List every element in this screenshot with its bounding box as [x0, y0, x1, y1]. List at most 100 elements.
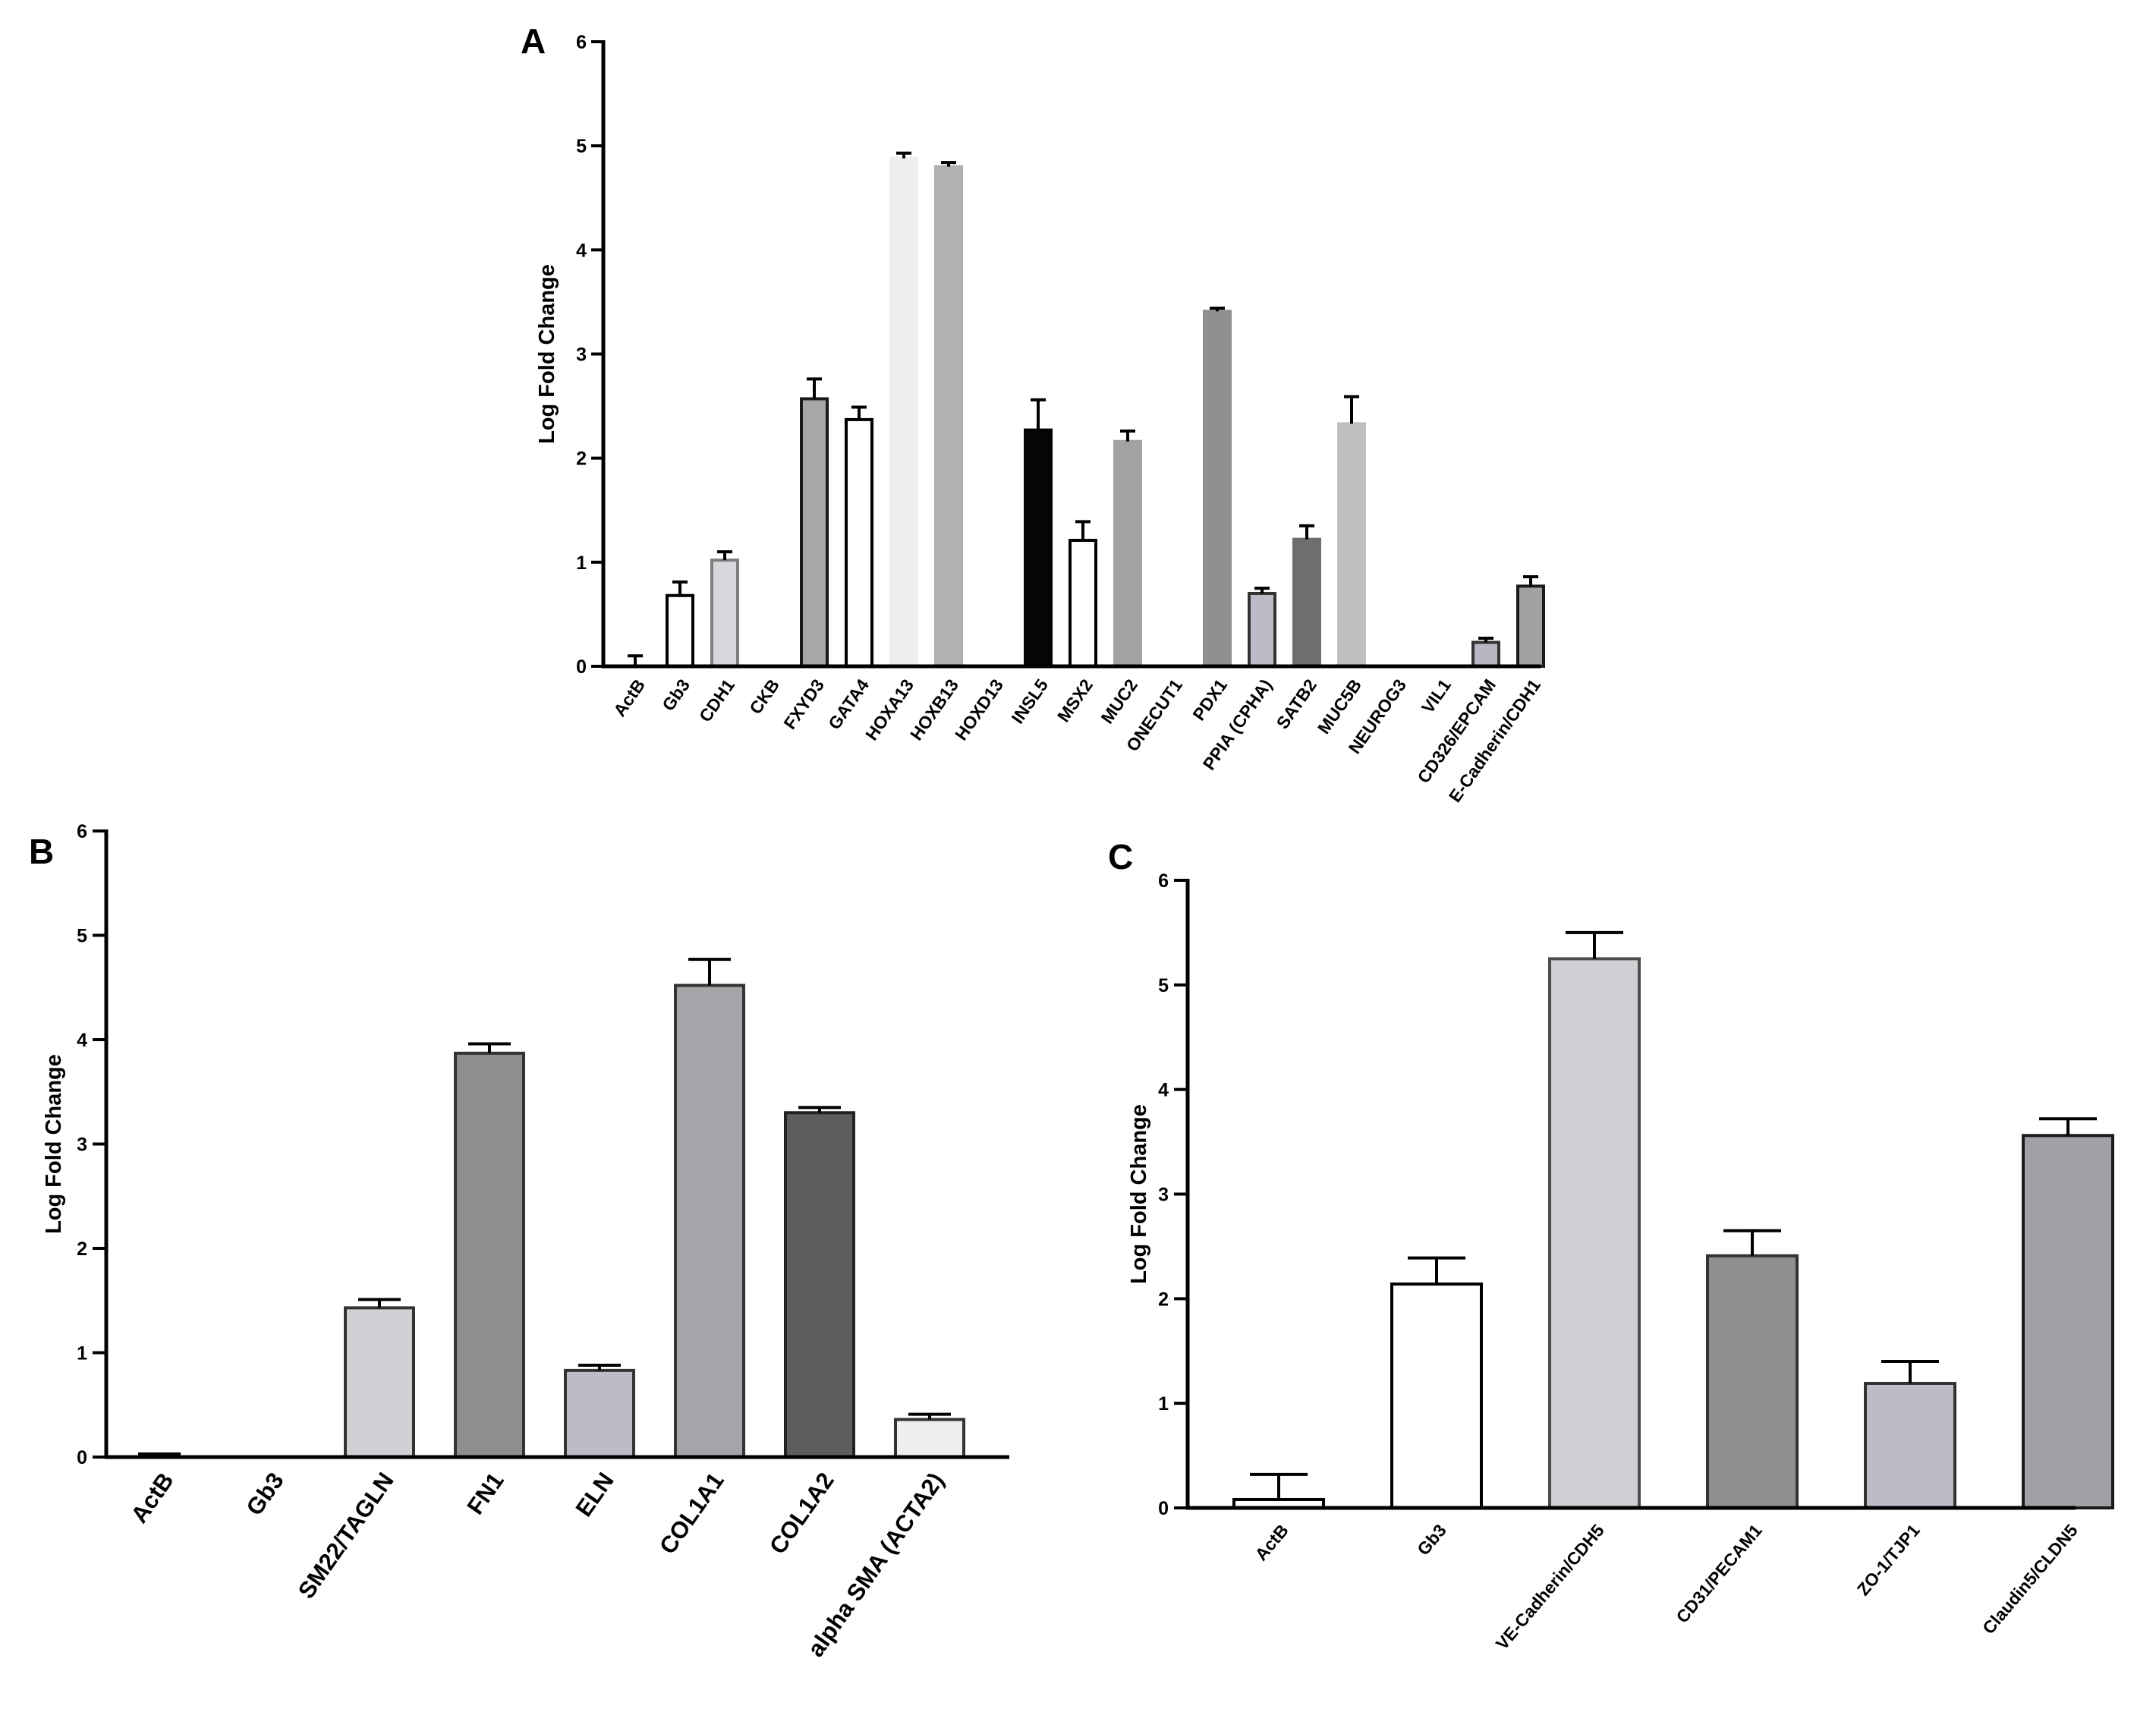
- panel-a-bar: [1203, 310, 1232, 668]
- panel-b-bar: [564, 1368, 635, 1459]
- panel-a-y-tick-label: 2: [576, 448, 587, 470]
- panel-a-y-axis-label: Log Fold Change: [535, 264, 559, 444]
- panel-c: C Log Fold Change ActB Gb3 VE-Cadherin/CDH…: [1108, 837, 2114, 1654]
- panel-b-bar: [344, 1306, 415, 1459]
- panel-a-bar: [710, 559, 739, 669]
- panel-a-y-tick-label: 0: [576, 656, 587, 678]
- panel-b-category-label: SM22/TAGLN: [293, 1468, 399, 1604]
- panel-c-label: C: [1108, 837, 1133, 877]
- panel-a-error-bar: [1523, 575, 1538, 587]
- panel-c-y-tick-label: 5: [1158, 975, 1169, 996]
- panel-b-category-label: ELN: [571, 1468, 619, 1522]
- panel-a-category-label: CDH1: [695, 675, 738, 725]
- panel-b-y-tick-label: 2: [77, 1238, 87, 1260]
- panel-c-error-bar: [1723, 1229, 1781, 1256]
- panel-b-bar: [454, 1051, 525, 1459]
- panel-b-error-bar: [908, 1412, 951, 1420]
- panel-a-bar: [845, 417, 873, 668]
- panel-c-bar: [1548, 957, 1641, 1509]
- panel-b-error-bar: [468, 1042, 511, 1053]
- panel-a-bar: [934, 165, 963, 669]
- panel-a-error-bar: [1075, 520, 1091, 541]
- panel-c-category-label: Claudin5/CLDN5: [1978, 1520, 2082, 1638]
- panel-a-error-bar: [1344, 395, 1359, 424]
- panel-a-category-label: PDX1: [1188, 675, 1231, 724]
- panel-c-category-label: VE-Cadherin/CDH5: [1492, 1520, 1608, 1653]
- panel-b-y-axis-label: Log Fold Change: [42, 1054, 66, 1234]
- panel-c-y-tick-label: 4: [1158, 1080, 1169, 1101]
- panel-c-y-tick-label: 3: [1158, 1185, 1169, 1206]
- panel-a-bar: [1113, 439, 1142, 668]
- panel-a-y-tick-label: 3: [576, 345, 587, 366]
- panel-c-bar: [1706, 1254, 1799, 1509]
- panel-a-bar: [1024, 428, 1053, 668]
- panel-a-category-label: SATB2: [1273, 675, 1321, 732]
- panel-c-y-tick-label: 1: [1158, 1393, 1169, 1415]
- panel-a-y-tick-label: 6: [576, 32, 587, 53]
- panel-c-error-bar: [1566, 930, 1623, 959]
- panel-c-category-label: ZO-1/TJP1: [1853, 1520, 1924, 1599]
- panel-b-y-tick-label: 4: [77, 1030, 87, 1051]
- panel-a-bar: [1337, 422, 1366, 668]
- panel-c-y-tick-label: 2: [1158, 1289, 1169, 1310]
- panel-a-category-label: MUC2: [1097, 675, 1141, 727]
- panel-c-category-label: Gb3: [1413, 1521, 1450, 1560]
- panel-a-category-label: INSL5: [1007, 675, 1052, 727]
- panel-b-y-tick-label: 6: [77, 821, 87, 842]
- panel-a-error-bar: [1254, 587, 1270, 593]
- panel-b-error-bar: [358, 1298, 401, 1308]
- panel-a-y-tick-label: 4: [576, 240, 587, 261]
- panel-b-error-bar: [688, 958, 731, 986]
- panel-a-bar: [1471, 640, 1500, 668]
- panel-a-bar: [666, 593, 694, 669]
- panel-a-error-bar: [1120, 430, 1135, 442]
- panel-b: B Log Fold Change ActB Gb3 SM22/TAGLN FN1 EL…: [29, 821, 1009, 1662]
- panel-a-error-bar: [896, 151, 911, 159]
- panel-a-bar: [889, 156, 918, 669]
- panel-a-error-bar: [1031, 398, 1046, 430]
- panel-c-error-bar: [1881, 1360, 1939, 1383]
- panel-a-label: A: [521, 21, 546, 61]
- panel-a-category-label: FXYD3: [779, 675, 828, 733]
- panel-b-label: B: [29, 832, 54, 871]
- panel-a-error-bar: [672, 580, 688, 596]
- panel-b-y-tick-label: 3: [77, 1135, 87, 1156]
- panel-a-y-tick-label: 5: [576, 136, 587, 157]
- panel-b-y-tick-label: 1: [77, 1343, 87, 1364]
- panel-a-error-bar: [807, 377, 822, 399]
- panel-a-bar: [1292, 537, 1321, 669]
- panel-a-error-bar: [1478, 636, 1493, 643]
- panel-c-bar: [1864, 1381, 1956, 1510]
- panel-b-category-label: ActB: [126, 1468, 179, 1528]
- panel-a-error-bar: [1210, 307, 1225, 312]
- panel-a-bar: [1248, 591, 1276, 669]
- panel-c-error-bar: [1408, 1256, 1465, 1285]
- panel-c-bar: [1390, 1283, 1483, 1509]
- panel-b-y-tick-label: 0: [77, 1447, 87, 1468]
- panel-b-bar: [674, 984, 745, 1459]
- panel-a: A Log Fold Change ActB Gb3 CDH1 CKBFXYD3GAT…: [521, 21, 1545, 806]
- panel-a-category-label: Gb3: [658, 675, 694, 715]
- panel-a-bar: [800, 397, 829, 669]
- panel-b-y-tick-label: 5: [77, 926, 87, 947]
- panel-c-category-label: CD31/PECAM1: [1672, 1520, 1766, 1626]
- panel-a-error-bar: [941, 161, 956, 167]
- panel-a-bar: [1069, 539, 1097, 668]
- panel-a-category-label: CKB: [745, 675, 783, 718]
- panel-b-category-label: COL1A2: [764, 1468, 839, 1559]
- panel-c-y-axis-label: Log Fold Change: [1127, 1104, 1151, 1284]
- panel-b-bar: [784, 1111, 855, 1459]
- panel-a-y-tick-label: 1: [576, 552, 587, 574]
- panel-c-y-tick-label: 6: [1158, 870, 1169, 892]
- panel-a-category-label: VIL1: [1418, 675, 1455, 717]
- panel-b-error-bar: [798, 1106, 841, 1113]
- panel-b-bar: [894, 1418, 965, 1459]
- panel-b-category-label: FN1: [461, 1468, 508, 1519]
- panel-c-error-bar: [1250, 1472, 1308, 1500]
- panel-b-category-label: COL1A1: [654, 1468, 729, 1559]
- panel-a-bar: [1516, 584, 1545, 668]
- panel-c-bar: [2022, 1134, 2114, 1510]
- panel-a-category-label: ActB: [609, 675, 649, 720]
- panel-a-category-label: GATA4: [824, 675, 873, 733]
